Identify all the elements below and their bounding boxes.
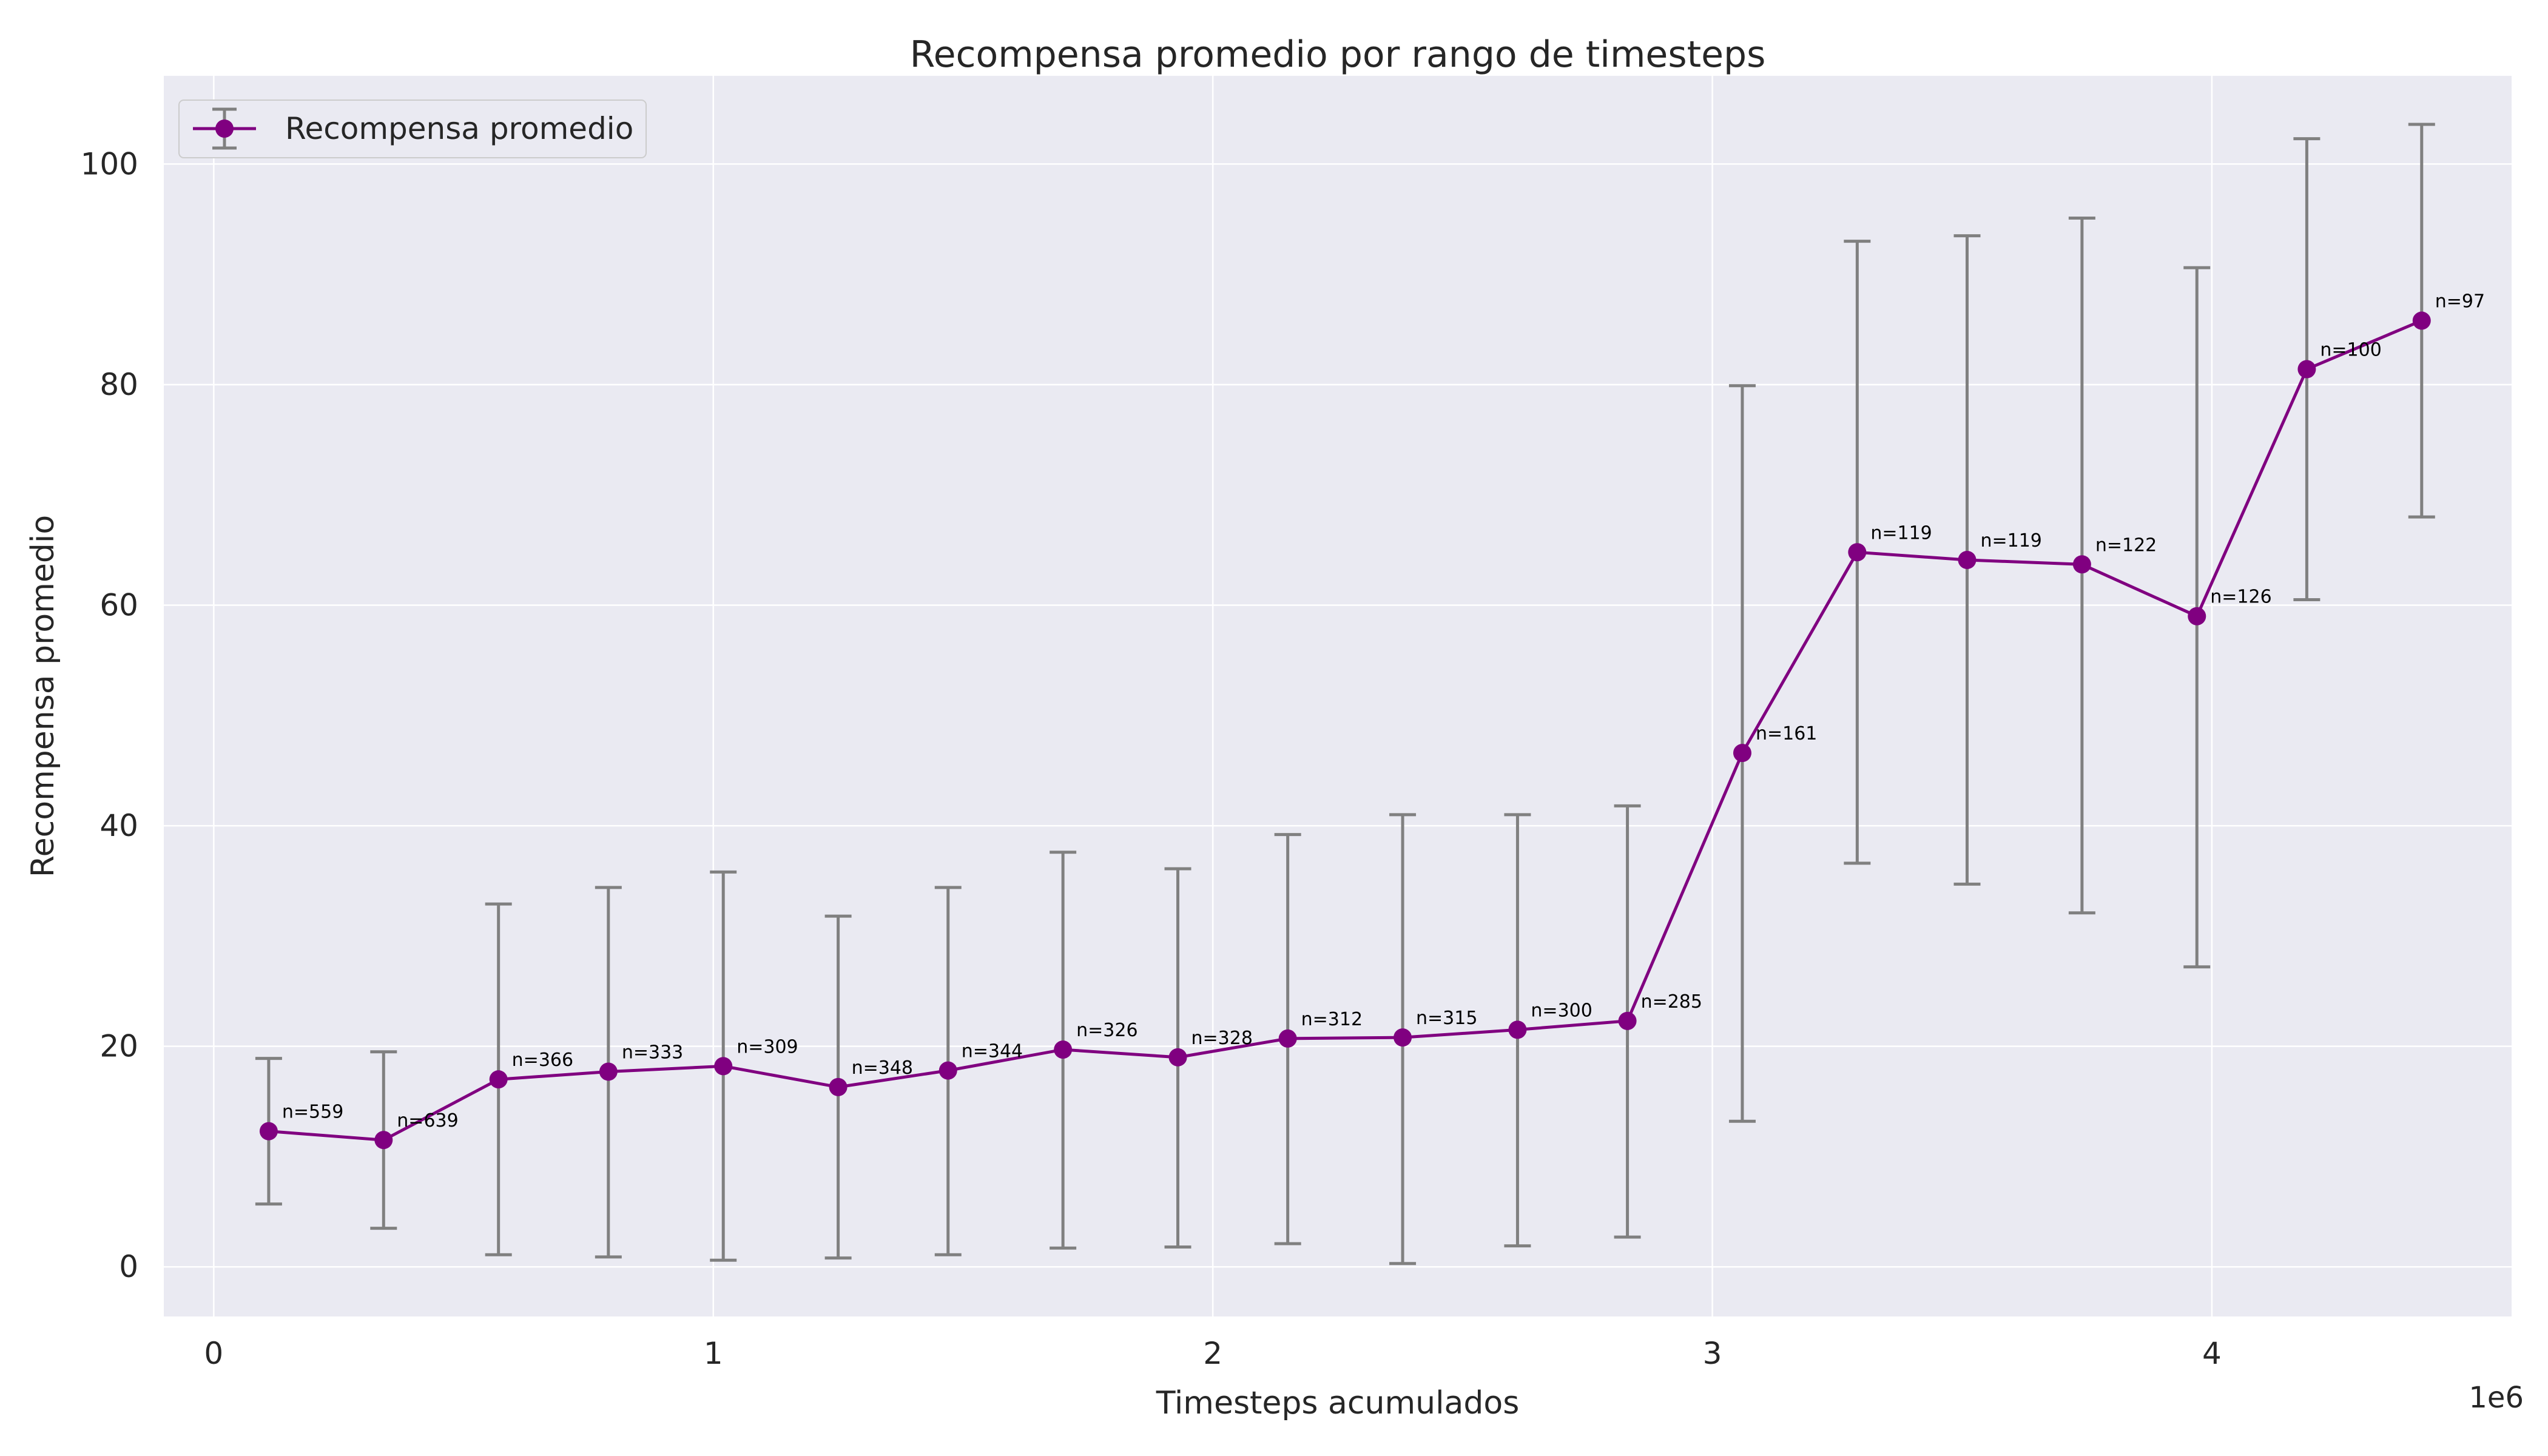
y-tick-label: 80: [99, 367, 138, 402]
legend-box: [178, 99, 647, 158]
x-axis-offset-label: 1e6: [2469, 1381, 2524, 1415]
point-label: n=366: [512, 1050, 573, 1071]
plot-area: [164, 76, 2512, 1316]
point-label: n=285: [1641, 991, 1702, 1013]
grid: [164, 76, 2512, 1316]
series-point: [489, 1070, 508, 1089]
point-label: n=161: [1756, 723, 1817, 744]
point-label: n=122: [2095, 534, 2157, 556]
point-label: n=344: [962, 1041, 1023, 1062]
series-point: [714, 1057, 733, 1076]
series-point: [2072, 555, 2091, 574]
y-axis-label: Recompensa promedio: [25, 515, 61, 877]
x-axis-label: Timesteps acumulados: [1156, 1385, 1520, 1421]
x-tick-label: 1: [704, 1336, 723, 1371]
series-point: [1508, 1020, 1527, 1039]
point-label: n=312: [1301, 1009, 1363, 1030]
point-label: n=326: [1076, 1020, 1138, 1041]
y-tick-label: 0: [119, 1249, 138, 1284]
point-label: n=639: [397, 1110, 458, 1131]
x-tick-label: 3: [1703, 1336, 1722, 1371]
point-label: n=315: [1416, 1008, 1477, 1029]
series-point: [2297, 360, 2316, 379]
series-point: [259, 1122, 278, 1141]
y-tick-label: 40: [99, 808, 138, 843]
chart-title: Recompensa promedio por rango de timeste…: [910, 33, 1766, 76]
x-tick-label: 4: [2202, 1336, 2222, 1371]
series-point: [1733, 744, 1751, 763]
series-point: [829, 1077, 848, 1096]
series-point: [1278, 1029, 1297, 1048]
series-point: [1394, 1028, 1412, 1047]
point-annotations: n=559 n=639 n=366 n=333 n=309 n=348 n=344 n=326…: [282, 291, 2485, 1132]
series-point: [2412, 311, 2431, 330]
y-tick-label: 20: [99, 1029, 138, 1064]
series-point: [1958, 551, 1977, 570]
point-label: n=119: [1980, 530, 2041, 551]
series-point: [1054, 1040, 1073, 1059]
series-line: [268, 319, 2422, 1142]
point-label: n=559: [282, 1102, 343, 1123]
point-label: n=119: [1870, 522, 1932, 544]
y-tick-labels: 0 20 40 60 80 100: [81, 146, 138, 1284]
x-tick-label: 0: [204, 1336, 223, 1371]
point-label: n=100: [2320, 340, 2381, 361]
x-tick-labels: 0 1 2 3 4: [204, 1336, 2221, 1371]
point-label: n=348: [852, 1057, 913, 1079]
x-tick-label: 2: [1203, 1336, 1222, 1371]
series-point: [1168, 1048, 1187, 1067]
point-label: n=328: [1191, 1028, 1253, 1049]
series-point: [599, 1062, 618, 1081]
point-label: n=126: [2210, 587, 2271, 608]
y-tick-label: 60: [99, 588, 138, 623]
series-point: [1848, 543, 1867, 562]
point-label: n=309: [736, 1036, 798, 1057]
point-label: n=300: [1531, 1000, 1592, 1021]
series-point: [1618, 1011, 1637, 1030]
point-label: n=333: [622, 1042, 683, 1063]
y-tick-label: 100: [81, 146, 138, 181]
series-point: [939, 1061, 957, 1080]
series-point: [374, 1131, 393, 1150]
series-markers: [259, 311, 2431, 1150]
legend: Recompensa promedio: [178, 99, 647, 158]
legend-label: Recompensa promedio: [285, 111, 633, 146]
point-label: n=97: [2435, 291, 2485, 312]
series-point: [2188, 607, 2206, 625]
legend-marker-swatch: [215, 120, 234, 138]
